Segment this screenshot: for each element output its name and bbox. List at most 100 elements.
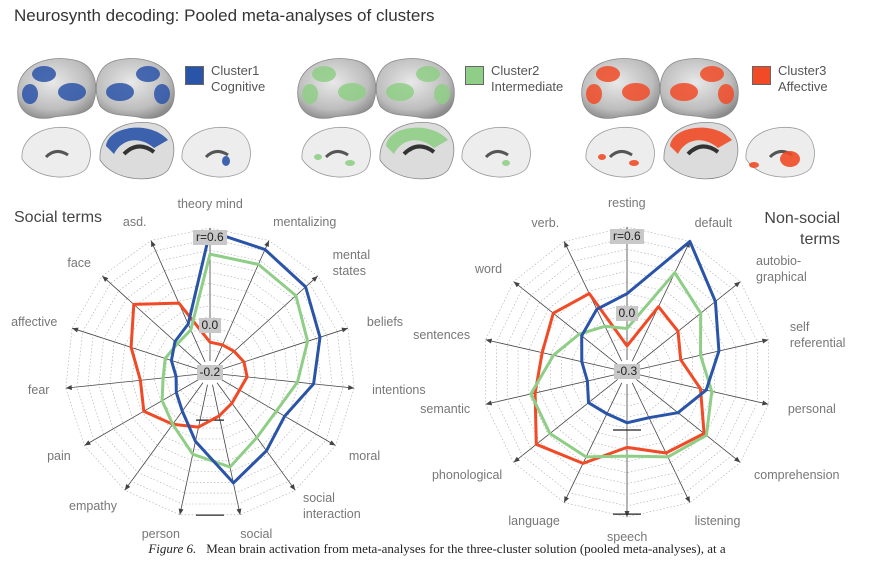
ventricle-shape	[204, 150, 229, 159]
radar-grid-ring	[98, 260, 322, 483]
radar-axis	[513, 281, 618, 365]
radar-grid-ring	[550, 293, 704, 451]
radar-series-line	[129, 301, 249, 429]
axis-arrowhead	[564, 241, 569, 248]
radar-axis	[631, 382, 691, 503]
legend-label: Cluster1	[211, 63, 260, 78]
axis-arrowhead	[564, 496, 569, 503]
activation-blob	[22, 84, 38, 104]
activation-blob	[136, 66, 160, 82]
activation-blob	[596, 66, 620, 82]
axis-arrowhead	[151, 240, 156, 248]
axis-arrowhead	[513, 456, 520, 463]
radar-term-label: phonological	[431, 467, 503, 482]
brain-group-3	[581, 58, 815, 180]
radar-series-line	[169, 229, 322, 485]
radar-axis	[485, 374, 616, 405]
corpus-callosum-shape	[686, 144, 720, 156]
radar-scale-label: -0.2	[196, 365, 224, 380]
radar-grid-ring	[142, 305, 278, 440]
axis-arrowhead	[264, 240, 269, 248]
radar-term-label: resting	[608, 196, 646, 210]
radar-term-label: sentences	[413, 328, 471, 343]
legend-cluster2: Cluster2 Intermediate	[465, 63, 563, 95]
activation-blob	[629, 160, 639, 166]
radar-grid-ring	[571, 315, 683, 429]
radar-term-label: personal	[787, 401, 836, 416]
radar-term-label: asd.	[122, 215, 147, 230]
activation-blob	[598, 154, 606, 160]
axis-arrowhead	[84, 440, 91, 446]
radar-grid-ring	[506, 248, 748, 496]
radar-term-label: speech	[607, 530, 648, 544]
legend-cluster3: Cluster3 Affective	[752, 63, 828, 95]
radar-grid-ring	[120, 283, 300, 461]
radar-grid-ring	[593, 337, 661, 407]
activation-blob	[302, 84, 318, 104]
activation-blob	[154, 84, 170, 104]
radar-term-label: intentions	[372, 383, 426, 398]
axis-arrowhead	[65, 385, 73, 391]
radar-term-label: pain	[47, 448, 71, 463]
radar-grid-ring	[517, 259, 737, 485]
legend-sublabel: Intermediate	[491, 79, 564, 94]
axis-arrowhead	[734, 281, 741, 288]
activation-blob	[416, 66, 440, 82]
axis-arrowhead	[685, 496, 690, 503]
activation-blob	[314, 154, 322, 160]
corpus-callosum-shape	[402, 144, 436, 156]
radar-social	[65, 227, 355, 516]
axis-arrowhead	[761, 400, 769, 406]
axis-arrowhead	[124, 483, 131, 491]
radar-term-label: social	[240, 527, 273, 542]
radar-term-label: social interaction	[302, 491, 361, 522]
radar-grid-ring	[131, 294, 289, 451]
legend-label: Cluster2	[491, 63, 540, 78]
radar-term-label: beliefs	[366, 315, 404, 329]
activation-blob	[32, 66, 56, 82]
activation-blob	[670, 83, 698, 101]
figure-caption: Figure 6. Mean brain activation from meta…	[0, 541, 874, 557]
legend-label: Cluster3	[778, 63, 827, 78]
radar-scale-label: 0.0	[615, 306, 639, 321]
legend-swatch	[185, 66, 204, 85]
radar-grid-ring	[186, 349, 234, 396]
radar-axis	[124, 382, 204, 491]
radar-term-label: listening	[694, 513, 741, 528]
activation-blob	[58, 83, 86, 101]
social-terms-title: Social terms	[14, 209, 103, 226]
radar-term-label: empathy	[69, 499, 117, 514]
radar-axis	[220, 378, 336, 446]
activation-blob	[700, 66, 724, 82]
radar-term-label: autobio-graphical	[756, 254, 807, 285]
radar-grid-ring	[76, 238, 344, 505]
radar-scale-label: 0.0	[198, 317, 222, 333]
radar-series-line	[529, 271, 714, 459]
caption-text: Mean brain activation from meta-analyses…	[206, 541, 726, 556]
legend-cluster1: Cluster1 Cognitive	[185, 63, 265, 95]
axis-arrowhead	[102, 275, 109, 282]
activation-blob	[502, 160, 510, 166]
axis-arrowhead	[734, 456, 741, 463]
axis-arrowhead	[178, 508, 184, 515]
radar-axis	[513, 379, 618, 463]
axis-arrowhead	[485, 338, 493, 344]
legend-sublabel: Cognitive	[211, 79, 266, 94]
axis-arrowhead	[311, 275, 318, 282]
activation-blob	[780, 151, 800, 167]
axis-arrowhead	[329, 440, 336, 446]
radar-axis	[631, 241, 691, 362]
activation-blob	[106, 127, 168, 154]
radar-term-label: face	[67, 255, 92, 270]
brain-group-1	[17, 58, 251, 180]
axis-arrowhead	[485, 400, 493, 406]
activation-blob	[622, 83, 650, 101]
ventricle-shape	[324, 150, 349, 159]
radar-grid-ring	[87, 249, 333, 494]
axis-arrowhead	[513, 281, 520, 288]
activation-blob	[345, 160, 355, 166]
ventricle-shape	[484, 150, 509, 159]
legend-swatch	[465, 66, 484, 85]
activation-blob	[749, 162, 759, 168]
